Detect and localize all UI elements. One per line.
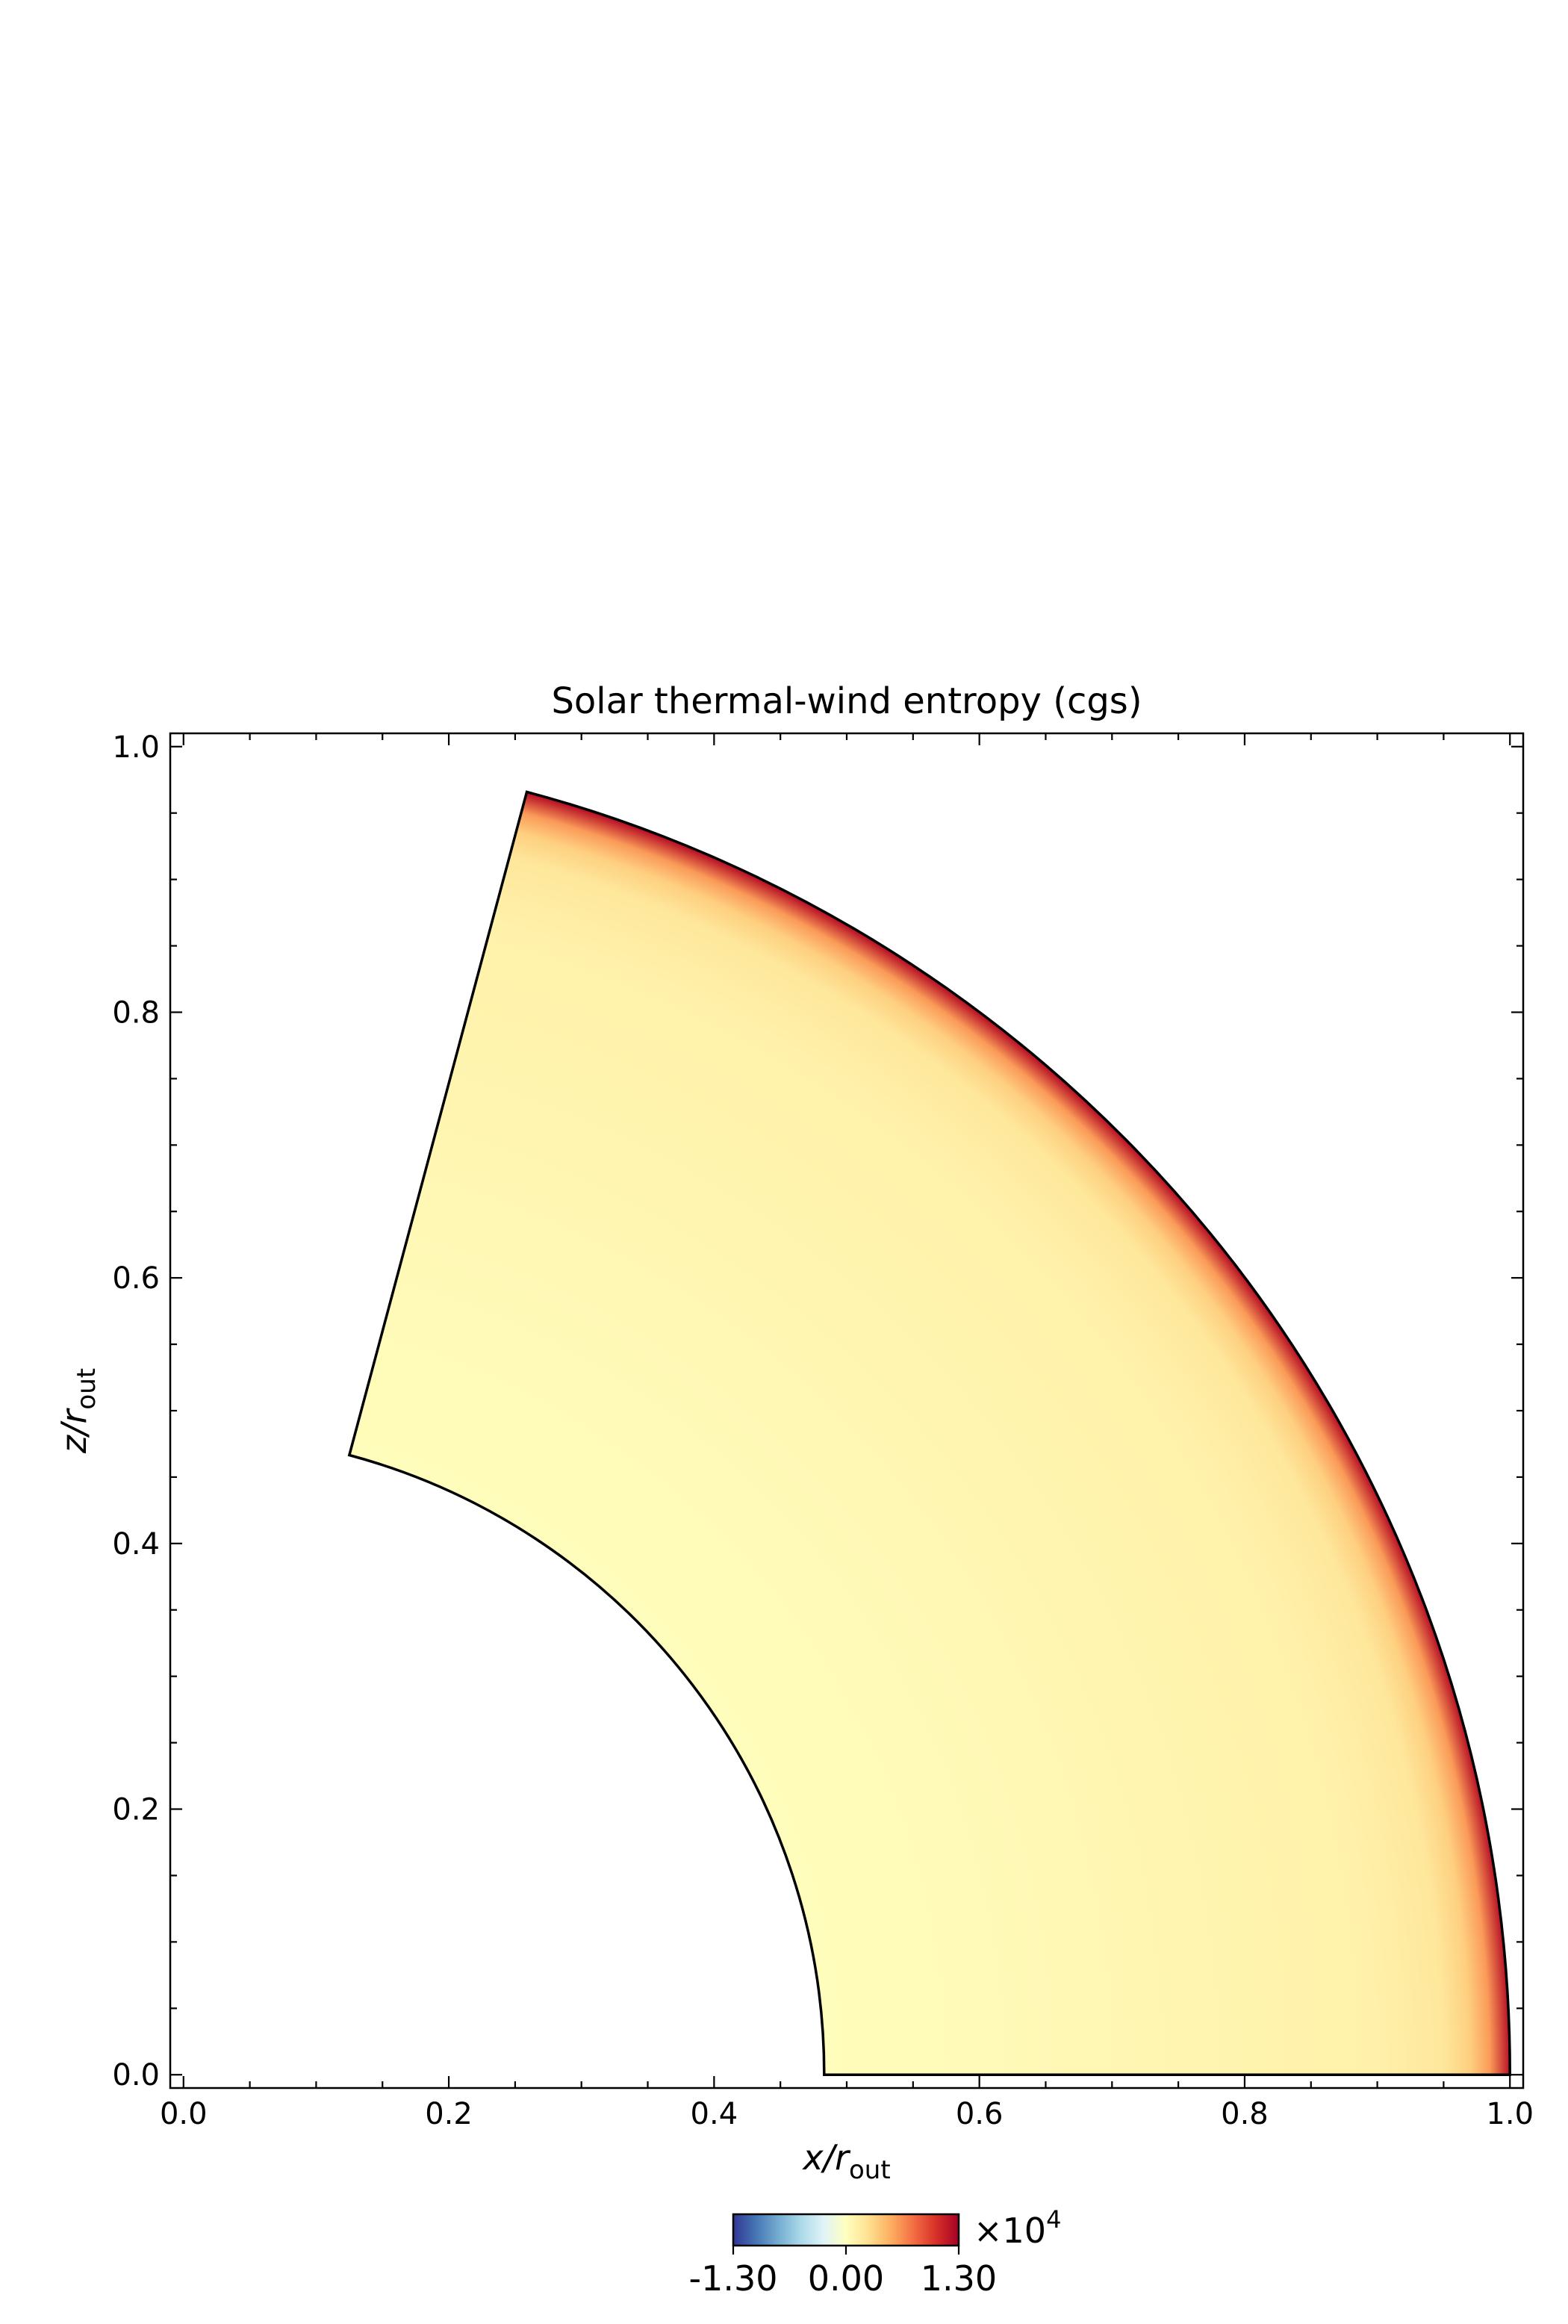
colorbar-ticks xyxy=(732,2246,960,2255)
y-tick-label: 0.6 xyxy=(112,1261,160,1296)
colorbar: -1.30 0.00 1.30 ×104 xyxy=(688,2205,1061,2299)
colorbar-tick-label: 1.30 xyxy=(921,2258,997,2299)
y-tick-label: 0.8 xyxy=(112,995,160,1030)
y-tick-label: 0.0 xyxy=(112,2058,160,2092)
x-axis-ticks xyxy=(182,733,1511,2088)
x-tick-label: 0.2 xyxy=(425,2097,473,2131)
y-axis-ticks xyxy=(170,745,1523,2076)
colorbar-tick-labels: -1.30 0.00 1.30 xyxy=(688,2258,997,2299)
x-axis-tick-labels: 0.0 0.2 0.4 0.6 0.8 1.0 xyxy=(160,2097,1534,2131)
x-tick-label: 0.8 xyxy=(1221,2097,1269,2131)
colorbar-gradient-bar xyxy=(732,2213,960,2247)
y-axis-label: z/rout xyxy=(54,1368,102,1454)
colorbar-multiplier: ×104 xyxy=(974,2205,1061,2251)
y-axis-tick-labels: 0.0 0.2 0.4 0.6 0.8 1.0 xyxy=(112,730,160,2092)
domain-boundary xyxy=(347,790,1511,2076)
y-tick-label: 0.2 xyxy=(112,1793,160,1827)
y-tick-label: 1.0 xyxy=(112,730,160,765)
colorbar-tick-label: 0.00 xyxy=(808,2258,884,2299)
y-tick-label: 0.4 xyxy=(112,1527,160,1562)
x-axis-label: x/rout xyxy=(801,2137,890,2185)
colorbar-tick-label: -1.30 xyxy=(688,2258,777,2299)
plot-area xyxy=(347,790,1511,2076)
entropy-field xyxy=(349,792,1511,2075)
chart-title: Solar thermal-wind entropy (cgs) xyxy=(551,680,1142,722)
x-tick-label: 0.6 xyxy=(956,2097,1004,2131)
x-tick-label: 0.0 xyxy=(160,2097,208,2131)
x-tick-label: 1.0 xyxy=(1486,2097,1534,2131)
x-tick-label: 0.4 xyxy=(691,2097,738,2131)
